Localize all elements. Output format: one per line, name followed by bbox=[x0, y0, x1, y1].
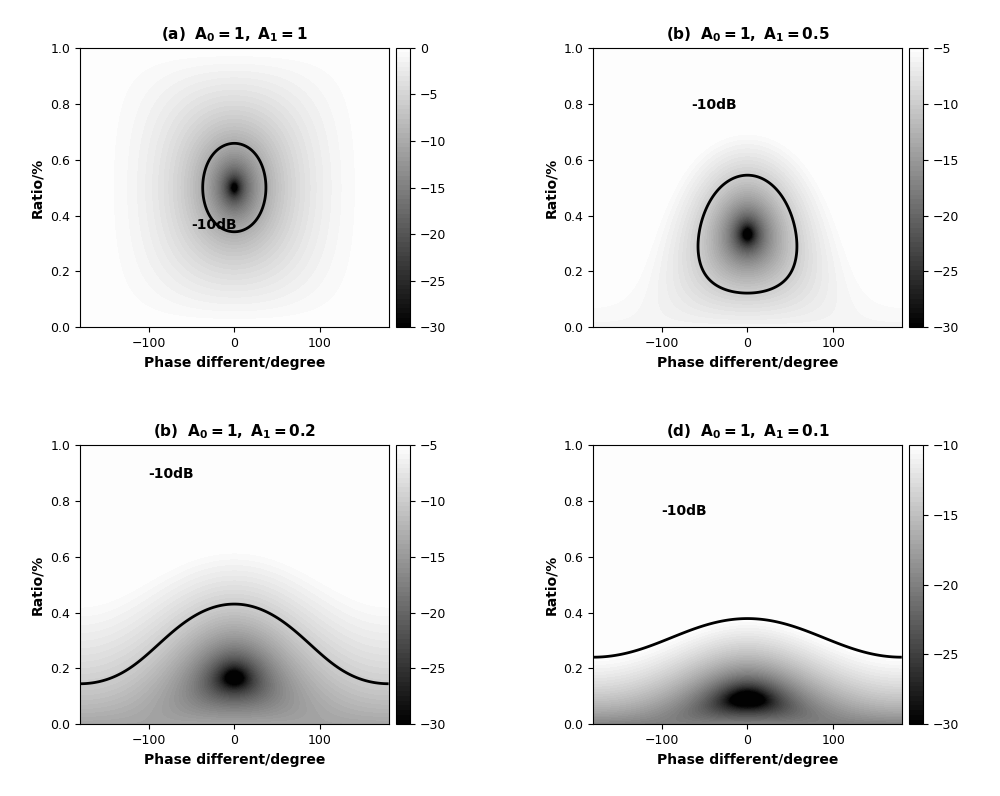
X-axis label: Phase different/degree: Phase different/degree bbox=[144, 356, 325, 369]
Title: $\mathbf{(a)}$  $\mathbf{A_0{=}1,\ A_1{=}1}$: $\mathbf{(a)}$ $\mathbf{A_0{=}1,\ A_1{=}… bbox=[161, 25, 308, 44]
X-axis label: Phase different/degree: Phase different/degree bbox=[657, 356, 838, 369]
Y-axis label: Ratio/%: Ratio/% bbox=[544, 158, 558, 217]
Title: $\mathbf{(d)}$  $\mathbf{A_0{=}1,\ A_1{=}0.1}$: $\mathbf{(d)}$ $\mathbf{A_0{=}1,\ A_1{=}… bbox=[666, 423, 829, 441]
Text: -10dB: -10dB bbox=[191, 218, 237, 232]
Title: $\mathbf{(b)}$  $\mathbf{A_0{=}1,\ A_1{=}0.2}$: $\mathbf{(b)}$ $\mathbf{A_0{=}1,\ A_1{=}… bbox=[153, 423, 316, 441]
X-axis label: Phase different/degree: Phase different/degree bbox=[144, 753, 325, 767]
X-axis label: Phase different/degree: Phase different/degree bbox=[657, 753, 838, 767]
Y-axis label: Ratio/%: Ratio/% bbox=[31, 555, 45, 615]
Text: -10dB: -10dB bbox=[662, 504, 707, 517]
Text: -10dB: -10dB bbox=[692, 98, 737, 112]
Y-axis label: Ratio/%: Ratio/% bbox=[544, 555, 558, 615]
Y-axis label: Ratio/%: Ratio/% bbox=[31, 158, 45, 217]
Title: $\mathbf{(b)}$  $\mathbf{A_0{=}1,\ A_1{=}0.5}$: $\mathbf{(b)}$ $\mathbf{A_0{=}1,\ A_1{=}… bbox=[666, 25, 829, 44]
Text: -10dB: -10dB bbox=[149, 467, 194, 482]
